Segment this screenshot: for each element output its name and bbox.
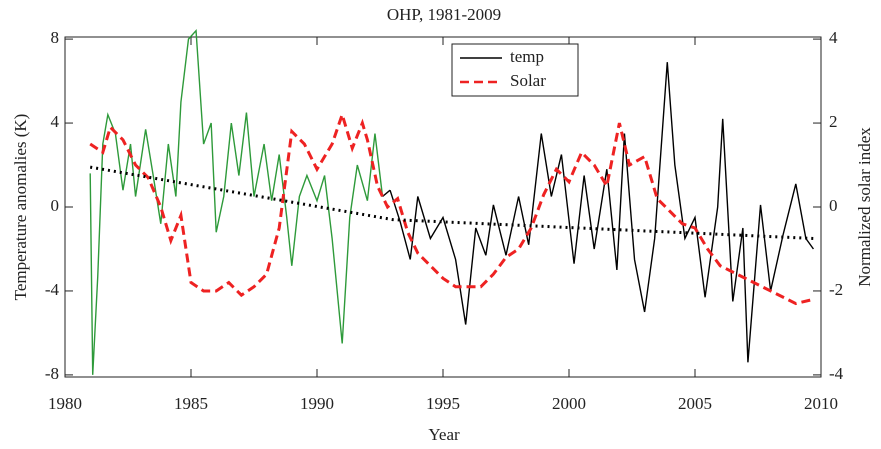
x-tick-label: 1995 xyxy=(426,394,460,413)
trend-line xyxy=(89,165,814,240)
plot-frame xyxy=(64,36,822,378)
y2-tick-label: 0 xyxy=(829,196,838,215)
line-joint xyxy=(382,189,391,198)
x-tick-label: 1985 xyxy=(174,394,208,413)
y-tick-label: -4 xyxy=(45,280,60,299)
x-tick-label: 2000 xyxy=(552,394,586,413)
x-tick-label: 2010 xyxy=(804,394,838,413)
x-tick-label: 1990 xyxy=(300,394,334,413)
y2-tick-label: 4 xyxy=(829,28,838,47)
line-highlight xyxy=(89,29,384,375)
line xyxy=(389,62,815,363)
y2-tick-label: -4 xyxy=(829,364,844,383)
legend-label: Solar xyxy=(510,71,546,90)
x-tick-label: 2005 xyxy=(678,394,712,413)
y2-tick-label: 2 xyxy=(829,112,838,131)
legend-box xyxy=(451,43,579,97)
legend-label: temp xyxy=(510,47,544,66)
y-tick-label: -8 xyxy=(45,364,59,383)
y-axis-label: Temperature anomalies (K) xyxy=(11,114,30,301)
y2-axis-label: Normalized solar index xyxy=(855,127,874,287)
x-axis-label: Year xyxy=(428,425,460,444)
y-tick-label: 8 xyxy=(51,28,60,47)
chart-title: OHP, 1981-2009 xyxy=(387,5,501,24)
y-tick-label: 0 xyxy=(51,196,60,215)
y2-tick-label: -2 xyxy=(829,280,843,299)
y-tick-label: 4 xyxy=(51,112,60,131)
line xyxy=(89,109,814,306)
x-tick-label: 1980 xyxy=(48,394,82,413)
